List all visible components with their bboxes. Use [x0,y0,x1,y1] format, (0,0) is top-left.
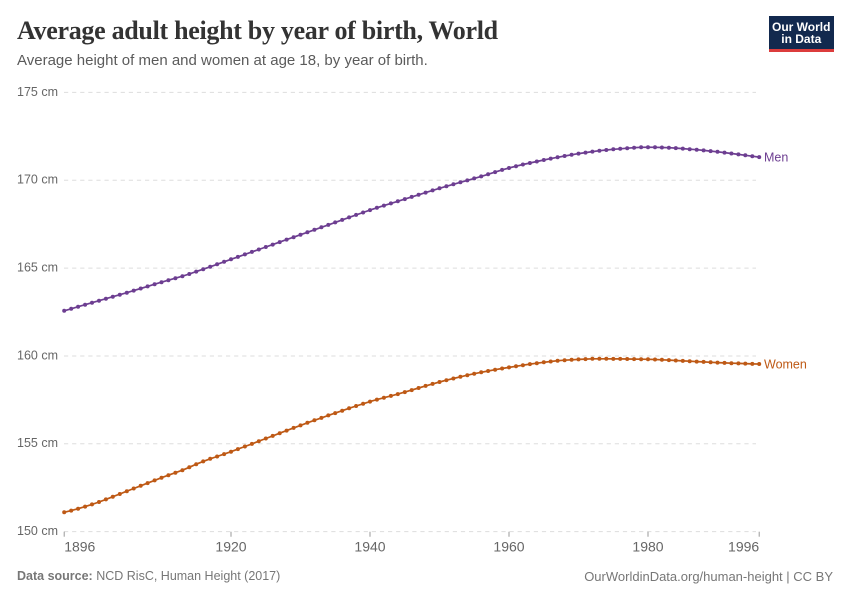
svg-text:160 cm: 160 cm [17,348,58,362]
svg-text:1896: 1896 [64,539,95,555]
svg-text:1996: 1996 [728,539,759,555]
svg-text:Men: Men [764,151,788,165]
svg-text:165 cm: 165 cm [17,261,58,275]
svg-text:1940: 1940 [354,539,385,555]
svg-text:1960: 1960 [493,539,524,555]
svg-text:175 cm: 175 cm [17,85,58,99]
svg-text:155 cm: 155 cm [17,436,58,450]
svg-text:150 cm: 150 cm [17,524,58,538]
svg-text:1980: 1980 [632,539,663,555]
svg-text:170 cm: 170 cm [17,173,58,187]
svg-text:1920: 1920 [215,539,246,555]
svg-text:Women: Women [764,358,807,372]
